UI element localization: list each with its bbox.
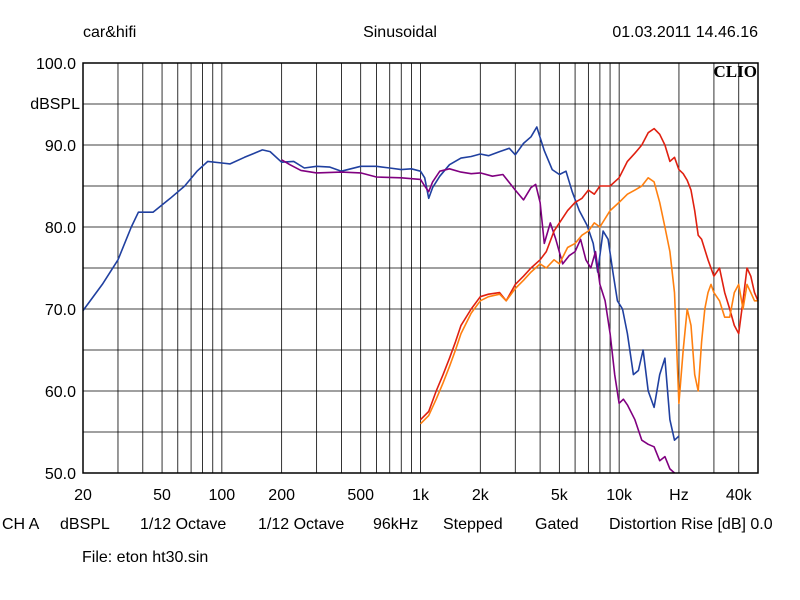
x-tick-label: 5k — [551, 487, 569, 504]
footer-unit: dBSPL — [60, 516, 110, 533]
footer-window: Gated — [535, 516, 579, 533]
x-tick-label: 50 — [153, 487, 171, 504]
series-line-4 — [419, 177, 758, 425]
header-center: Sinusoidal — [363, 24, 437, 41]
y-axis-label: dBSPL — [30, 96, 80, 113]
footer-sample-rate: 96kHz — [373, 516, 419, 533]
footer-distortion-rise: Distortion Rise [dB] 0.0 — [609, 516, 773, 533]
footer-smoothing-1: 1/12 Octave — [140, 516, 227, 533]
chart-series — [82, 126, 759, 474]
x-tick-label: 40k — [726, 487, 753, 504]
y-tick-labels: 100.0 90.0 80.0 70.0 60.0 50.0 — [36, 56, 76, 483]
series-line-1 — [82, 126, 680, 441]
header-left: car&hifi — [83, 24, 136, 41]
x-tick-label: 2k — [472, 487, 490, 504]
y-tick-label: 90.0 — [45, 138, 76, 155]
x-tick-label: 100 — [208, 487, 235, 504]
series-line-3 — [419, 127, 759, 421]
footer-mode: Stepped — [443, 516, 503, 533]
x-tick-label: 10k — [606, 487, 633, 504]
plot-frame — [82, 62, 759, 474]
x-tick-label: 200 — [268, 487, 295, 504]
y-tick-label: 70.0 — [45, 302, 76, 319]
footer-smoothing-2: 1/12 Octave — [258, 516, 345, 533]
x-tick-label: 1k — [412, 487, 430, 504]
x-tick-label: 20 — [74, 487, 92, 504]
y-tick-label: 60.0 — [45, 384, 76, 401]
y-tick-label: 50.0 — [45, 466, 76, 483]
x-tick-label: 500 — [347, 487, 374, 504]
series-line-2 — [281, 159, 676, 474]
y-tick-label: 80.0 — [45, 220, 76, 237]
footer-file: File: eton ht30.sin — [82, 549, 209, 566]
x-tick-label: Hz — [669, 487, 689, 504]
clio-logo: CLIO — [714, 62, 757, 81]
header-right: 01.03.2011 14.46.16 — [612, 24, 758, 41]
chart-grid — [83, 63, 758, 473]
x-tick-labels: 20 50 100 200 500 1k 2k 5k 10k Hz 40k — [74, 487, 753, 504]
footer-channel: CH A — [2, 516, 40, 533]
y-tick-label: 100.0 — [36, 56, 76, 73]
